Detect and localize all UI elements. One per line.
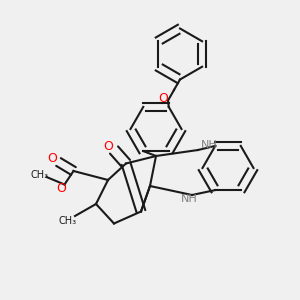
- Text: CH₃: CH₃: [58, 215, 76, 226]
- Text: CH₃: CH₃: [31, 170, 49, 181]
- Text: O: O: [103, 140, 113, 154]
- Text: O: O: [48, 152, 57, 166]
- Text: NH: NH: [201, 140, 218, 151]
- Text: O: O: [57, 182, 66, 196]
- Text: O: O: [159, 92, 168, 106]
- Text: NH: NH: [181, 194, 197, 205]
